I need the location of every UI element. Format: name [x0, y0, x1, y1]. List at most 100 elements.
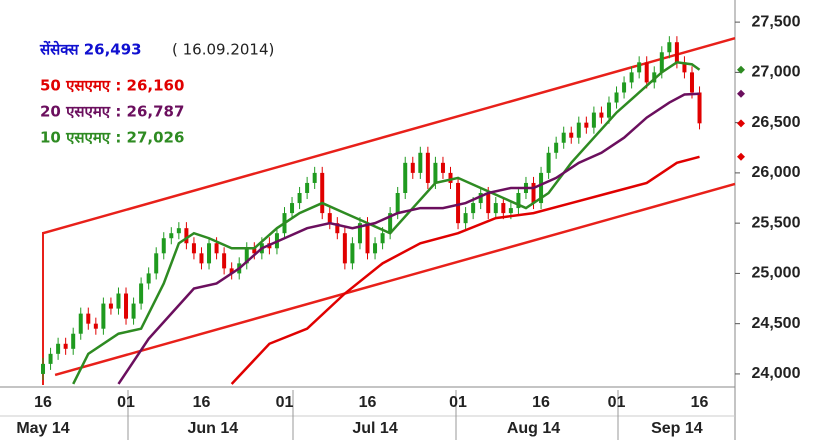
candle-body	[637, 62, 642, 73]
candle-body	[312, 172, 317, 183]
candle-body	[644, 62, 649, 83]
candle-body	[108, 303, 113, 309]
candle-body	[214, 243, 219, 254]
candle-body	[622, 82, 627, 93]
candle-body	[131, 303, 136, 319]
candle-body	[56, 343, 61, 354]
last-value-marker	[737, 152, 745, 161]
candle-body	[124, 293, 129, 319]
candle-body	[244, 248, 249, 264]
candle-body	[584, 122, 589, 128]
candle-body	[161, 238, 166, 254]
candle-body	[403, 162, 408, 193]
candle-body	[373, 243, 378, 254]
y-tick-label: 24,500	[752, 315, 801, 332]
candle-body	[486, 192, 491, 214]
candle-body	[395, 192, 400, 214]
candle-body	[546, 152, 551, 173]
last-value-marker	[737, 65, 745, 74]
y-tick-label: 24,000	[752, 365, 801, 382]
candle-body	[365, 223, 370, 254]
candle-body	[418, 152, 423, 173]
candle-body	[471, 203, 476, 214]
candle-body	[222, 253, 227, 269]
y-tick-label: 27,000	[752, 64, 801, 81]
candle-body	[493, 203, 498, 214]
candle-body	[425, 152, 430, 183]
x-tick-label: 16	[532, 394, 550, 411]
x-tick-label: 01	[608, 394, 626, 411]
candle-body	[456, 182, 461, 224]
ma-line	[230, 155, 700, 385]
candle-body	[290, 203, 295, 214]
legend-text: 20 एसएमए : 26,787	[40, 103, 184, 121]
x-tick-label: 16	[34, 394, 52, 411]
y-tick-label: 26,000	[752, 164, 801, 181]
candle-body	[516, 192, 521, 209]
x-tick-label: 16	[193, 394, 211, 411]
channel-line	[54, 182, 736, 377]
candle-body	[146, 273, 151, 284]
ma-line	[117, 92, 700, 385]
y-tick-label: 25,000	[752, 265, 801, 282]
candle-body	[101, 303, 106, 329]
candle-body	[697, 92, 702, 124]
candle-body	[576, 122, 581, 138]
candle-body	[667, 42, 672, 53]
candle-body	[508, 208, 513, 214]
candle-body	[569, 132, 574, 138]
x-tick-label: 16	[359, 394, 377, 411]
candle-body	[689, 72, 694, 93]
candle-body	[674, 42, 679, 63]
month-label: Jul 14	[352, 420, 397, 437]
candle-body	[591, 112, 596, 128]
candle-body	[682, 62, 687, 73]
legend-text: ( 16.09.2014)	[172, 41, 274, 59]
last-value-marker	[737, 89, 745, 98]
candle-body	[448, 172, 453, 183]
legend-text: सेंसेक्स 26,493	[39, 41, 142, 59]
candle-body	[463, 213, 468, 224]
month-label: Aug 14	[507, 420, 560, 437]
candle-body	[327, 213, 332, 224]
candle-body	[63, 343, 68, 349]
candle-body	[169, 233, 174, 239]
candle-body	[501, 203, 506, 214]
candle-body	[599, 112, 604, 118]
candle-body	[433, 162, 438, 183]
channel-line	[42, 36, 736, 235]
candle-body	[614, 92, 619, 103]
y-tick-label: 26,500	[752, 114, 801, 131]
candle-body	[305, 182, 310, 193]
candle-body	[116, 293, 121, 309]
candle-body	[629, 72, 634, 83]
candle-body	[659, 52, 664, 73]
last-value-marker	[737, 119, 745, 128]
candle-body	[410, 162, 415, 173]
candle-body	[357, 223, 362, 244]
candle-body	[606, 102, 611, 118]
candle-body	[320, 172, 325, 214]
candle-body	[71, 333, 76, 349]
candle-body	[440, 162, 445, 173]
candle-body	[335, 223, 340, 234]
candle-body	[539, 172, 544, 204]
candle-body	[561, 132, 566, 143]
candle-body	[252, 248, 257, 254]
candle-body	[229, 268, 234, 274]
x-tick-label: 16	[691, 394, 709, 411]
candle-body	[199, 253, 204, 264]
ma-line	[72, 61, 701, 385]
candle-body	[41, 363, 46, 374]
candle-body	[86, 313, 91, 324]
candle-body	[531, 182, 536, 204]
month-label: Jun 14	[187, 420, 238, 437]
candle-body	[652, 72, 657, 83]
candle-body	[93, 323, 98, 329]
legend-text: 50 एसएमए : 26,160	[40, 77, 184, 95]
candle-body	[380, 233, 385, 244]
x-tick-label: 01	[276, 394, 294, 411]
candle-body	[342, 233, 347, 264]
candle-body	[388, 213, 393, 234]
